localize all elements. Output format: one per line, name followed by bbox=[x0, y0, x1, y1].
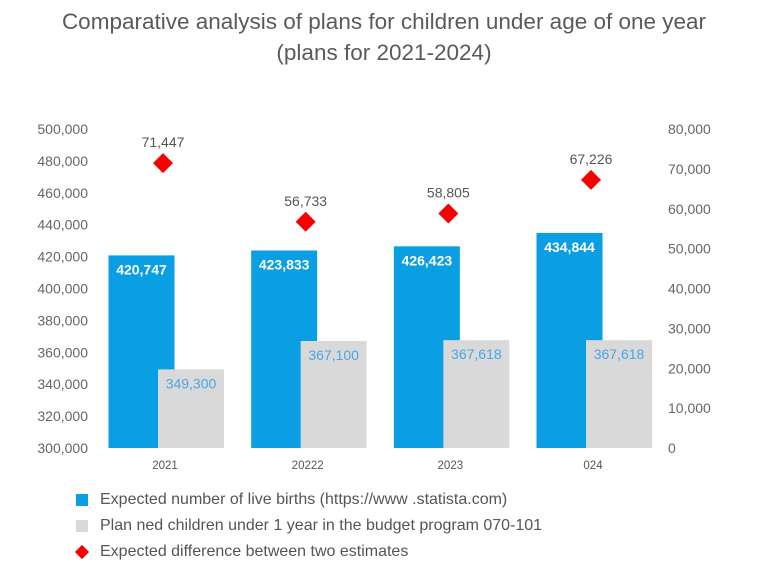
marker-label-difference: 67,226 bbox=[570, 151, 613, 167]
y-left-tick-label: 300,000 bbox=[37, 440, 88, 456]
y-left-tick-label: 340,000 bbox=[37, 376, 88, 392]
y-left-tick-label: 420,000 bbox=[37, 249, 88, 265]
chart-title: Comparative analysis of plans for childr… bbox=[0, 6, 768, 68]
y-left-tick-label: 460,000 bbox=[37, 185, 88, 201]
x-tick-label: 2021 bbox=[152, 460, 178, 472]
y-right-tick-label: 0 bbox=[668, 440, 676, 456]
chart-plot: 300,000 320,000 340,000 360,000 380,000 400,0… bbox=[37, 121, 711, 472]
chart-title-line-2: (plans for 2021-2024) bbox=[276, 40, 492, 65]
y-right-tick-label: 70,000 bbox=[668, 161, 711, 177]
marker-label-difference: 58,805 bbox=[427, 185, 470, 201]
bar-planned-children bbox=[586, 340, 653, 448]
marker-difference bbox=[153, 153, 173, 174]
marker-label-difference: 71,447 bbox=[142, 134, 185, 150]
y-right-tick-label: 50,000 bbox=[668, 241, 711, 257]
bar-label-expected-births: 434,844 bbox=[544, 239, 595, 255]
legend-swatch-difference bbox=[74, 544, 90, 560]
y-left-tick-label: 360,000 bbox=[37, 344, 88, 360]
bar-label-planned-children: 367,100 bbox=[308, 347, 359, 363]
bar-planned-children bbox=[443, 340, 510, 448]
y-left-tick-label: 380,000 bbox=[37, 312, 88, 328]
marker-difference bbox=[438, 203, 459, 224]
legend-item-births: Expected number of live births (https://… bbox=[64, 487, 542, 513]
legend-item-planned: Plan ned children under 1 year in the bu… bbox=[64, 513, 542, 539]
chart-title-line-1: Comparative analysis of plans for childr… bbox=[61, 9, 707, 34]
x-tick-label: 20222 bbox=[292, 460, 324, 472]
x-tick-label: 024 bbox=[583, 460, 603, 472]
marker-difference bbox=[295, 211, 316, 232]
y-left-tick-label: 400,000 bbox=[37, 281, 88, 297]
legend-label-births: Expected number of live births (https://… bbox=[100, 491, 508, 508]
y-right-tick-label: 20,000 bbox=[668, 360, 711, 376]
legend-item-difference: Expected difference between two estimate… bbox=[64, 539, 542, 565]
bar-planned-children bbox=[300, 340, 367, 448]
legend-label-difference: Expected difference between two estimate… bbox=[100, 543, 409, 560]
legend-swatch-planned bbox=[76, 520, 88, 532]
y-left-tick-label: 320,000 bbox=[37, 408, 88, 424]
y-right-tick-label: 80,000 bbox=[668, 121, 711, 137]
bar-label-planned-children: 367,618 bbox=[594, 346, 645, 362]
bar-planned-children bbox=[158, 369, 224, 448]
y-left-tick-label: 440,000 bbox=[37, 217, 88, 233]
marker-difference bbox=[581, 169, 602, 190]
y-left-tick-label: 500,000 bbox=[37, 121, 88, 137]
y-right-tick-label: 10,000 bbox=[668, 400, 711, 416]
bar-label-expected-births: 420,747 bbox=[116, 261, 167, 277]
y-right-tick-label: 30,000 bbox=[668, 320, 711, 336]
bar-label-planned-children: 349,300 bbox=[166, 375, 217, 391]
chart-legend: Expected number of live births (https://… bbox=[64, 487, 542, 565]
y-right-tick-label: 60,000 bbox=[668, 201, 711, 217]
legend-swatch-births bbox=[76, 494, 88, 506]
x-tick-label: 2023 bbox=[438, 460, 464, 472]
y-right-tick-label: 40,000 bbox=[668, 281, 711, 297]
marker-label-difference: 56,733 bbox=[284, 193, 327, 209]
bar-label-planned-children: 367,618 bbox=[451, 346, 502, 362]
bar-label-expected-births: 426,423 bbox=[402, 252, 453, 268]
y-left-tick-label: 480,000 bbox=[37, 153, 88, 169]
bar-label-expected-births: 423,833 bbox=[259, 256, 310, 272]
legend-label-planned: Plan ned children under 1 year in the bu… bbox=[100, 517, 543, 534]
